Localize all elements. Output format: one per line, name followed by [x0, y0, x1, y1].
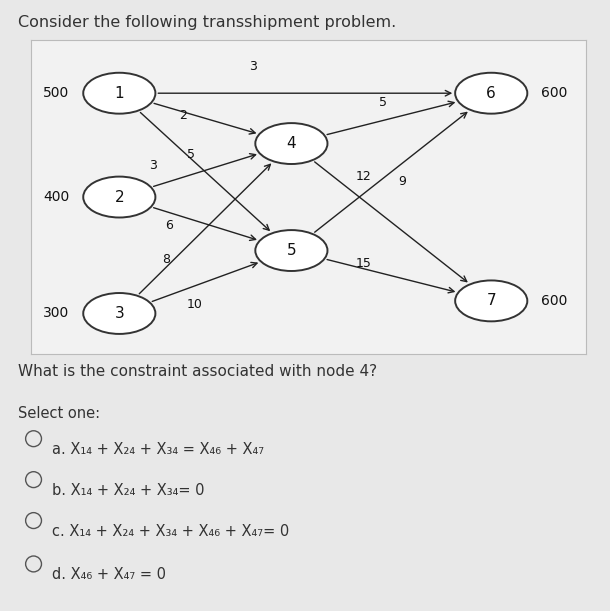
Text: d. X₄₆ + X₄₇ = 0: d. X₄₆ + X₄₇ = 0 — [52, 567, 167, 582]
Text: 8: 8 — [162, 254, 171, 266]
Circle shape — [455, 73, 527, 114]
Text: b. X₁₄ + X₂₄ + X₃₄= 0: b. X₁₄ + X₂₄ + X₃₄= 0 — [52, 483, 205, 498]
Text: 2: 2 — [179, 109, 187, 122]
Text: 5: 5 — [379, 96, 387, 109]
Text: a. X₁₄ + X₂₄ + X₃₄ = X₄₆ + X₄₇: a. X₁₄ + X₂₄ + X₃₄ = X₄₆ + X₄₇ — [52, 442, 265, 457]
Text: 600: 600 — [541, 86, 567, 100]
Text: 15: 15 — [356, 257, 371, 269]
Circle shape — [256, 230, 328, 271]
Text: Select one:: Select one: — [18, 406, 101, 422]
Text: 400: 400 — [43, 190, 70, 204]
Text: 9: 9 — [398, 175, 406, 188]
Text: 6: 6 — [165, 219, 173, 232]
Circle shape — [83, 177, 156, 218]
Text: 7: 7 — [486, 293, 496, 309]
Text: 5: 5 — [287, 243, 296, 258]
Text: 600: 600 — [541, 294, 567, 308]
Text: 500: 500 — [43, 86, 70, 100]
Text: 2: 2 — [115, 189, 124, 205]
Text: What is the constraint associated with node 4?: What is the constraint associated with n… — [18, 364, 378, 379]
Text: 6: 6 — [486, 86, 496, 101]
Text: 10: 10 — [186, 298, 202, 310]
Text: 300: 300 — [43, 307, 70, 321]
Circle shape — [256, 123, 328, 164]
Text: c. X₁₄ + X₂₄ + X₃₄ + X₄₆ + X₄₇= 0: c. X₁₄ + X₂₄ + X₃₄ + X₄₆ + X₄₇= 0 — [52, 524, 290, 539]
Circle shape — [83, 73, 156, 114]
Text: 4: 4 — [287, 136, 296, 151]
Text: 3: 3 — [149, 159, 157, 172]
Text: 5: 5 — [187, 148, 195, 161]
Text: 1: 1 — [115, 86, 124, 101]
Circle shape — [83, 293, 156, 334]
Text: Consider the following transshipment problem.: Consider the following transshipment pro… — [18, 15, 396, 31]
Text: 12: 12 — [356, 170, 371, 183]
Text: 3: 3 — [115, 306, 124, 321]
Circle shape — [455, 280, 527, 321]
Text: 3: 3 — [249, 60, 256, 73]
